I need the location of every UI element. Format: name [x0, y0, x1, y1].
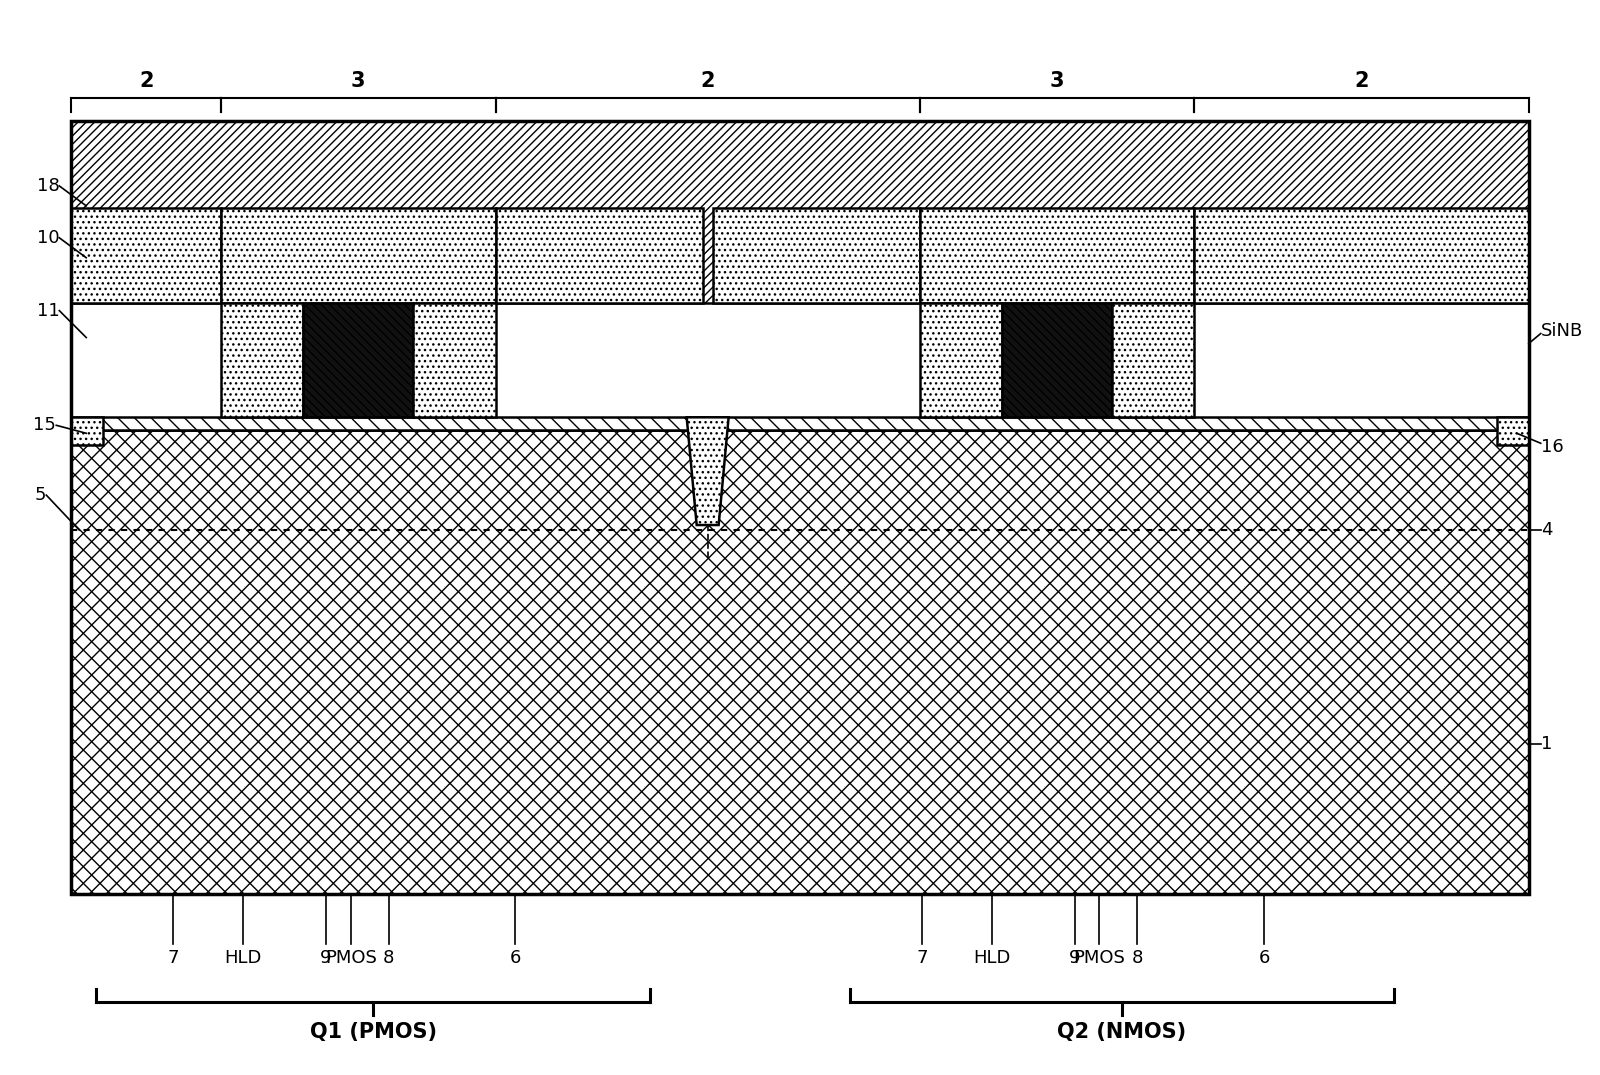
- Text: 8: 8: [1131, 949, 1142, 966]
- Text: 3: 3: [1050, 71, 1064, 91]
- Polygon shape: [686, 417, 728, 525]
- Bar: [72, 430, 1528, 894]
- Text: 2: 2: [701, 71, 715, 91]
- Bar: [920, 209, 1194, 302]
- Text: 9: 9: [1069, 949, 1080, 966]
- Text: 9: 9: [320, 949, 331, 966]
- Text: 6: 6: [510, 949, 522, 966]
- Bar: [221, 302, 304, 417]
- Text: 6: 6: [1259, 949, 1270, 966]
- Text: PMOS: PMOS: [325, 949, 376, 966]
- Text: Q2 (NMOS): Q2 (NMOS): [1058, 1021, 1187, 1042]
- Bar: [72, 121, 1528, 894]
- Text: HLD: HLD: [224, 949, 262, 966]
- Text: 1: 1: [1541, 735, 1552, 754]
- Text: Q1 (PMOS): Q1 (PMOS): [310, 1021, 437, 1042]
- Text: 3: 3: [350, 71, 365, 91]
- Text: 18: 18: [37, 177, 59, 195]
- Bar: [221, 209, 496, 302]
- Text: 16: 16: [1541, 439, 1563, 456]
- Bar: [712, 209, 920, 302]
- Bar: [496, 209, 702, 302]
- Bar: [72, 121, 1528, 302]
- Bar: [1002, 302, 1112, 417]
- Bar: [72, 417, 1528, 430]
- Text: 10: 10: [37, 229, 59, 247]
- Bar: [304, 302, 413, 417]
- Bar: [1112, 302, 1194, 417]
- Text: 15: 15: [34, 416, 56, 434]
- Bar: [1194, 209, 1528, 302]
- Bar: [72, 417, 104, 445]
- Bar: [72, 430, 1528, 894]
- Text: 7: 7: [168, 949, 179, 966]
- Text: PMOS: PMOS: [1074, 949, 1125, 966]
- Text: 8: 8: [382, 949, 395, 966]
- Text: HLD: HLD: [973, 949, 1010, 966]
- Text: SiNB: SiNB: [1541, 321, 1582, 340]
- Bar: [413, 302, 496, 417]
- Text: 11: 11: [37, 302, 59, 319]
- Text: 5: 5: [35, 486, 46, 504]
- Text: 2: 2: [139, 71, 154, 91]
- Text: 4: 4: [1541, 521, 1552, 539]
- Bar: [920, 302, 1002, 417]
- Bar: [72, 209, 221, 302]
- Text: 7: 7: [917, 949, 928, 966]
- Text: 2: 2: [1354, 71, 1368, 91]
- Bar: [1496, 417, 1528, 445]
